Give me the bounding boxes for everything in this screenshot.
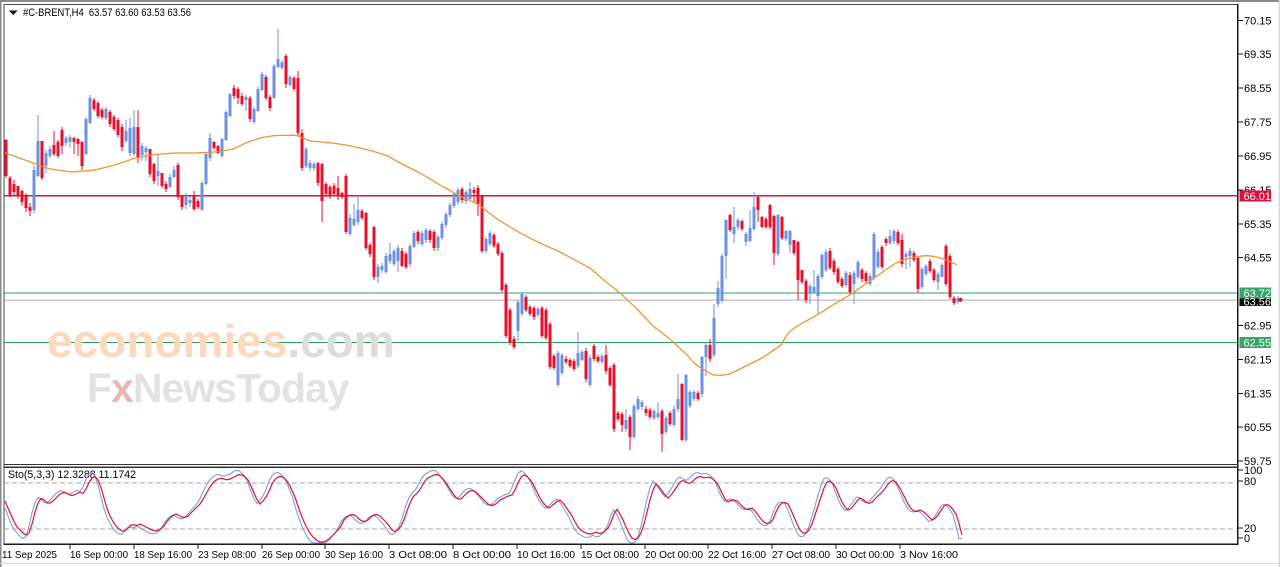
- svg-text:30 Oct 00:00: 30 Oct 00:00: [836, 550, 894, 561]
- svg-text:70.15: 70.15: [1244, 15, 1272, 27]
- svg-text:15 Oct 08:00: 15 Oct 08:00: [581, 550, 639, 561]
- svg-text:18 Sep 16:00: 18 Sep 16:00: [134, 550, 192, 561]
- svg-text:67.75: 67.75: [1244, 117, 1272, 129]
- svg-text:62.15: 62.15: [1244, 354, 1272, 366]
- svg-text:30 Sep 16:00: 30 Sep 16:00: [325, 550, 383, 561]
- svg-text:23 Sep 08:00: 23 Sep 08:00: [198, 550, 256, 561]
- svg-text:FxNewsToday: FxNewsToday: [87, 365, 350, 411]
- svg-text:63.56: 63.56: [1244, 296, 1272, 308]
- svg-text:62.95: 62.95: [1244, 321, 1272, 333]
- svg-text:economies.com: economies.com: [47, 315, 395, 367]
- svg-text:0: 0: [1244, 533, 1250, 545]
- svg-text:65.35: 65.35: [1244, 219, 1272, 231]
- svg-text:8 Oct 00:00: 8 Oct 00:00: [453, 550, 511, 561]
- svg-text:#C-BRENT,H4 63.57 63.60 63.53: #C-BRENT,H4 63.57 63.60 63.53 63.56: [23, 7, 191, 19]
- svg-text:61.35: 61.35: [1244, 388, 1272, 400]
- svg-text:3 Oct 08:00: 3 Oct 08:00: [389, 550, 447, 561]
- svg-text:20: 20: [1244, 523, 1256, 535]
- svg-text:22 Oct 16:00: 22 Oct 16:00: [708, 550, 766, 561]
- svg-text:3 Nov 16:00: 3 Nov 16:00: [900, 550, 958, 561]
- svg-text:26 Sep 00:00: 26 Sep 00:00: [262, 550, 320, 561]
- svg-text:20 Oct 00:00: 20 Oct 00:00: [645, 550, 703, 561]
- svg-text:100: 100: [1244, 465, 1262, 477]
- svg-text:80: 80: [1244, 476, 1256, 488]
- svg-text:64.55: 64.55: [1244, 253, 1272, 265]
- svg-text:11 Sep 2025: 11 Sep 2025: [2, 550, 57, 561]
- svg-text:62.55: 62.55: [1244, 338, 1272, 350]
- svg-text:66.01: 66.01: [1244, 191, 1272, 203]
- svg-text:69.35: 69.35: [1244, 49, 1272, 61]
- svg-text:Sto(5,3,3) 12.3288 11.1742: Sto(5,3,3) 12.3288 11.1742: [8, 469, 136, 481]
- svg-text:66.95: 66.95: [1244, 151, 1272, 163]
- svg-text:10 Oct 16:00: 10 Oct 16:00: [517, 550, 575, 561]
- svg-text:68.55: 68.55: [1244, 83, 1272, 95]
- svg-text:60.55: 60.55: [1244, 422, 1272, 434]
- svg-text:63.72: 63.72: [1244, 288, 1272, 300]
- svg-text:16 Sep 00:00: 16 Sep 00:00: [70, 550, 128, 561]
- svg-text:59.75: 59.75: [1244, 456, 1272, 468]
- svg-text:27 Oct 08:00: 27 Oct 08:00: [772, 550, 830, 561]
